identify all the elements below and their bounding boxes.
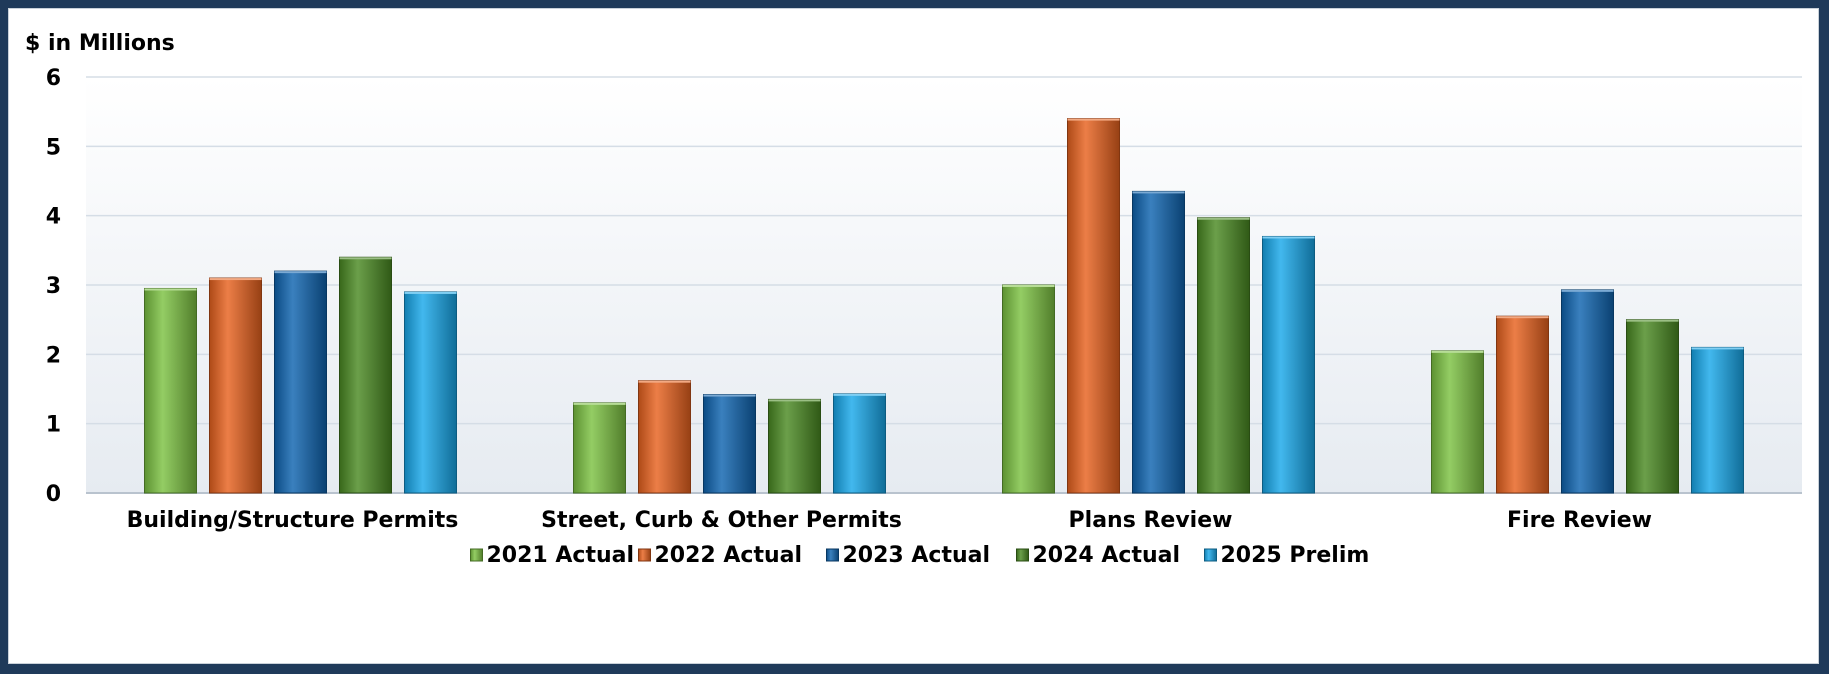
bar-highlight <box>1197 217 1250 220</box>
bar-highlight <box>638 380 691 383</box>
legend-label: 2022 Actual <box>655 543 803 568</box>
legend-label: 2025 Prelim <box>1221 543 1370 568</box>
bar <box>1132 190 1185 494</box>
legend-label: 2021 Actual <box>487 543 635 568</box>
bar <box>573 402 626 494</box>
bar-highlight <box>1431 350 1484 353</box>
bar-highlight <box>1002 285 1055 287</box>
chart-frame: $ in Millions 0 1 2 3 4 5 6 Building/Structure … <box>8 8 1819 664</box>
bar <box>1197 217 1250 494</box>
bar-chart: 0 1 2 3 4 5 6 Building/Structure Permits Street,… <box>46 66 1802 568</box>
bar-highlight <box>1262 236 1315 239</box>
bar-highlight <box>209 278 262 281</box>
bar <box>768 398 821 494</box>
legend-label: 2023 Actual <box>843 543 991 568</box>
bar <box>209 277 262 494</box>
bar <box>1561 289 1614 494</box>
bar <box>1496 315 1549 494</box>
bar <box>703 394 756 494</box>
bar-highlight <box>1496 316 1549 319</box>
bar-highlight <box>703 394 756 397</box>
bar <box>1626 319 1679 494</box>
bar <box>1691 346 1744 494</box>
bar-highlight <box>768 399 821 402</box>
y-tick-label: 3 <box>46 274 61 299</box>
bar <box>638 380 691 494</box>
bar <box>1262 235 1315 494</box>
bar-highlight <box>1561 289 1614 292</box>
y-tick-label: 4 <box>46 205 61 230</box>
bar-highlight <box>1067 118 1120 121</box>
bar-highlight <box>1626 319 1679 322</box>
bar <box>833 393 886 494</box>
bar-highlight <box>833 393 886 396</box>
bar <box>404 291 457 494</box>
bar-highlight <box>144 288 197 291</box>
x-category-label: Street, Curb & Other Permits <box>541 508 902 533</box>
bar-highlight <box>404 291 457 294</box>
bar-highlight <box>339 257 392 260</box>
legend-swatch <box>638 548 651 562</box>
bar <box>274 270 327 494</box>
y-tick-label: 2 <box>46 343 61 368</box>
x-category-label: Fire Review <box>1507 508 1652 533</box>
bar <box>144 287 197 494</box>
bar-highlight <box>573 402 626 405</box>
y-axis-unit-label: $ in Millions <box>25 31 175 56</box>
legend-swatch <box>1016 548 1029 562</box>
y-tick-label: 1 <box>46 413 61 438</box>
legend-label: 2024 Actual <box>1033 543 1181 568</box>
bar <box>1067 118 1120 494</box>
y-tick-label: 5 <box>46 135 61 160</box>
bar <box>1431 350 1484 494</box>
bar-highlight <box>1691 347 1744 350</box>
x-category-label: Building/Structure Permits <box>127 508 459 533</box>
bar-highlight <box>1132 191 1185 194</box>
bar-highlight <box>274 271 327 274</box>
bar <box>339 256 392 494</box>
legend-swatch <box>470 548 483 562</box>
x-category-label: Plans Review <box>1069 508 1233 533</box>
bar <box>1002 284 1055 494</box>
legend-swatch <box>1204 548 1217 562</box>
legend-swatch <box>826 548 839 562</box>
y-tick-label: 0 <box>46 482 61 507</box>
y-tick-label: 6 <box>46 66 61 91</box>
